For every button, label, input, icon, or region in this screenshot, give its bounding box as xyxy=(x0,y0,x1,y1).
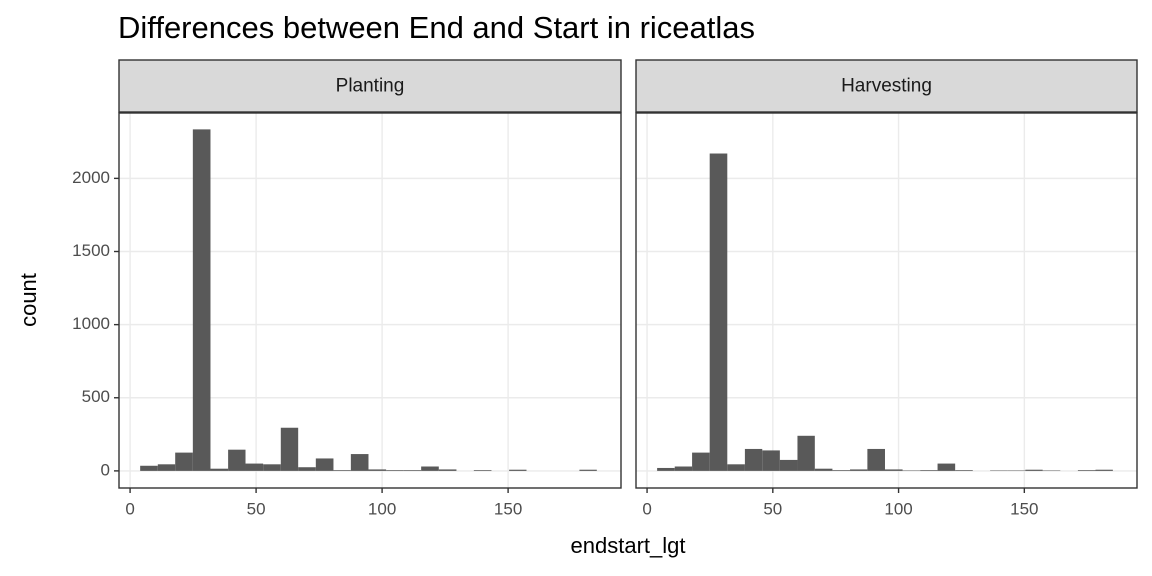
bar xyxy=(175,452,193,471)
bar xyxy=(438,469,457,471)
x-tick-label: 50 xyxy=(247,499,266,518)
y-axis-label: count xyxy=(16,273,41,327)
panel-border xyxy=(118,112,622,489)
bar xyxy=(509,469,527,471)
x-tick-label: 150 xyxy=(1010,499,1038,518)
y-tick-label: 2000 xyxy=(72,168,110,187)
x-tick-label: 100 xyxy=(884,499,912,518)
bar xyxy=(263,464,281,471)
y-tick-label: 1500 xyxy=(72,241,110,260)
bar xyxy=(245,463,264,471)
bar xyxy=(674,466,693,471)
y-tick-label: 0 xyxy=(101,460,110,479)
bar xyxy=(350,454,369,471)
bar xyxy=(1095,469,1113,471)
bar xyxy=(280,427,299,471)
bar xyxy=(814,468,833,471)
bar xyxy=(192,129,211,471)
strip xyxy=(118,59,622,113)
bar xyxy=(368,469,387,471)
strip-label: Harvesting xyxy=(841,76,932,97)
y-tick-label: 500 xyxy=(82,387,110,406)
bar xyxy=(762,450,780,471)
bar xyxy=(315,458,334,471)
bar xyxy=(955,470,973,471)
bar xyxy=(657,467,675,471)
x-tick-label: 50 xyxy=(763,499,782,518)
x-tick-label: 0 xyxy=(642,499,651,518)
bar xyxy=(386,470,404,471)
x-tick-label: 150 xyxy=(494,499,522,518)
bar xyxy=(937,463,956,471)
x-axis-label: endstart_lgt xyxy=(571,533,686,558)
bar xyxy=(709,153,728,471)
bar xyxy=(744,448,763,471)
y-tick-label: 1000 xyxy=(72,314,110,333)
bar xyxy=(850,469,868,471)
bar xyxy=(298,467,316,471)
bar xyxy=(920,470,938,471)
bar xyxy=(727,464,745,471)
bar xyxy=(867,448,885,471)
x-tick-label: 0 xyxy=(125,499,134,518)
bar xyxy=(210,468,229,471)
chart-title: Differences between End and Start in ric… xyxy=(118,10,755,45)
bar xyxy=(832,470,851,471)
bar xyxy=(692,452,710,471)
strip xyxy=(635,59,1138,113)
bar xyxy=(333,470,351,471)
panel-border xyxy=(635,112,1138,489)
bar xyxy=(1025,469,1043,471)
bar xyxy=(779,459,798,471)
bar xyxy=(140,465,158,471)
bar xyxy=(884,469,903,471)
bar xyxy=(579,469,597,471)
bar xyxy=(421,466,439,471)
bar xyxy=(403,470,422,471)
strip-label: Planting xyxy=(336,76,405,97)
bar xyxy=(1077,470,1096,471)
bar xyxy=(157,464,176,471)
x-tick-label: 100 xyxy=(368,499,396,518)
bar xyxy=(797,435,815,471)
bar xyxy=(228,449,246,471)
bar xyxy=(473,470,492,471)
